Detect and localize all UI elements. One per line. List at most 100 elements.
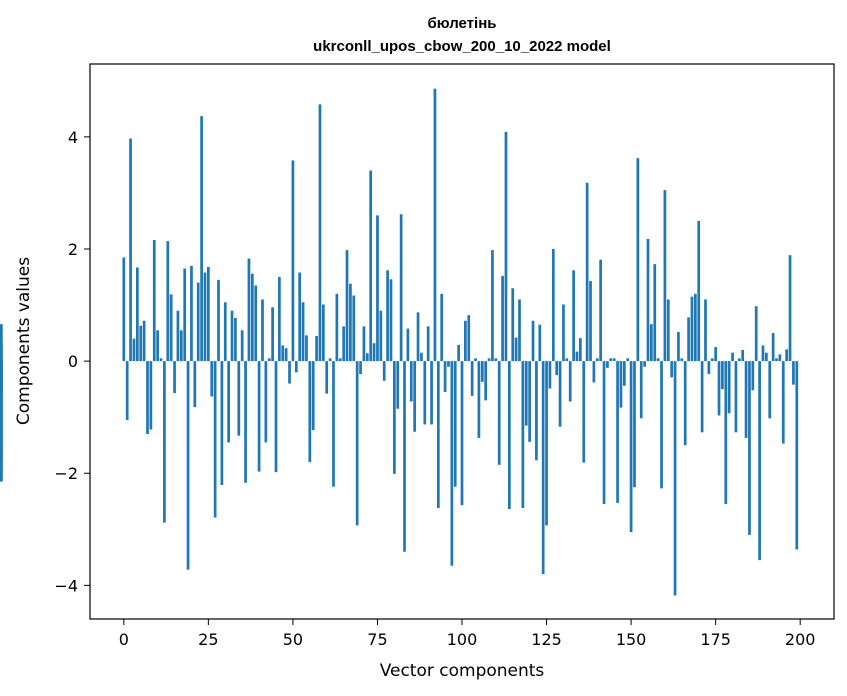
bar-99 xyxy=(457,344,460,362)
x-tick-label: 200 xyxy=(785,630,816,649)
bar-134 xyxy=(575,351,579,362)
bar-7 xyxy=(146,361,149,434)
x-tick-label: 0 xyxy=(119,630,129,649)
bar-1 xyxy=(125,361,129,420)
bar-26 xyxy=(210,361,214,397)
bar-116 xyxy=(514,337,518,362)
bar-145 xyxy=(612,358,616,362)
bar-103 xyxy=(470,361,474,396)
bar-53 xyxy=(301,302,305,362)
bar-29 xyxy=(220,361,224,486)
bar-43 xyxy=(267,358,271,362)
bar-120 xyxy=(528,361,531,442)
bar-92 xyxy=(433,88,437,362)
bar-73 xyxy=(369,170,373,362)
bar-121 xyxy=(531,320,535,362)
bar-19 xyxy=(186,361,190,570)
bar-138 xyxy=(589,280,592,362)
bar-110 xyxy=(494,358,498,362)
bar-130 xyxy=(562,304,565,362)
bar-152 xyxy=(636,158,640,362)
bar-16 xyxy=(176,310,180,362)
bar-88 xyxy=(420,352,423,362)
bar-173 xyxy=(707,361,711,375)
bar-93 xyxy=(436,361,440,508)
bar-89 xyxy=(423,361,427,425)
bar-41 xyxy=(261,299,264,362)
bar-167 xyxy=(687,317,690,362)
bar-122 xyxy=(535,361,538,461)
bar-61 xyxy=(328,358,332,362)
bar-15 xyxy=(173,361,176,394)
bar-158 xyxy=(656,358,660,362)
bar-197 xyxy=(788,255,792,362)
y-tick-label: 4 xyxy=(68,128,78,147)
bar-162 xyxy=(670,361,674,378)
bar-126 xyxy=(548,361,552,389)
plot-frame xyxy=(89,63,835,620)
bar-198 xyxy=(792,361,795,385)
bar-37 xyxy=(247,258,251,362)
x-axis-ticks: 0 25 50 75 100 125 150 175 200 xyxy=(119,619,816,649)
y-axis-label: Components values xyxy=(14,257,34,425)
bar-10 xyxy=(156,330,159,362)
bar-199 xyxy=(795,361,799,550)
bar-194 xyxy=(778,354,782,362)
bar-176 xyxy=(717,361,721,416)
bar-33 xyxy=(234,317,237,362)
bar-52 xyxy=(298,272,302,362)
bar-102 xyxy=(467,315,471,362)
bar-190 xyxy=(765,352,768,362)
bar-28 xyxy=(217,279,220,362)
bar-187 xyxy=(754,306,758,362)
bar-124 xyxy=(541,361,545,575)
bar-90 xyxy=(426,326,430,362)
y-tick-label: 2 xyxy=(68,240,78,259)
bar-98 xyxy=(453,361,457,487)
x-tick-label: 150 xyxy=(616,630,647,649)
bar-135 xyxy=(579,338,582,362)
bar-44 xyxy=(271,307,274,362)
y-tick-label: 0 xyxy=(68,352,78,371)
bar-144 xyxy=(609,358,613,362)
bar-68 xyxy=(352,295,356,362)
bar-179 xyxy=(727,361,731,414)
bar-160 xyxy=(663,190,667,362)
bar-188 xyxy=(758,361,761,561)
bar-51 xyxy=(294,361,298,373)
bar-40 xyxy=(257,361,261,472)
bar-64 xyxy=(338,358,342,362)
bar-85 xyxy=(409,361,413,402)
bar-47 xyxy=(281,345,285,362)
bar-123 xyxy=(538,324,542,362)
bar-25 xyxy=(207,266,210,362)
bar-20 xyxy=(190,265,193,362)
bar-148 xyxy=(622,361,626,386)
bar-13 xyxy=(166,241,170,362)
bar-156 xyxy=(650,324,653,362)
bar-151 xyxy=(633,361,636,488)
bar-80 xyxy=(393,361,396,474)
bar-112 xyxy=(501,275,504,362)
bar-35 xyxy=(240,330,244,362)
bar-55 xyxy=(308,361,312,463)
bar-142 xyxy=(602,361,606,505)
bars-group xyxy=(0,88,799,596)
bar-78 xyxy=(386,270,389,362)
bar-105 xyxy=(477,361,481,438)
bar-60 xyxy=(325,361,329,394)
bar-72 xyxy=(365,353,369,362)
bar-137 xyxy=(585,182,589,362)
bar-180 xyxy=(731,352,734,362)
bar-125 xyxy=(545,361,548,526)
bar-113 xyxy=(504,131,508,362)
bar-2 xyxy=(129,138,132,362)
bar-3 xyxy=(132,338,136,362)
bar-111 xyxy=(497,361,501,465)
bar-84 xyxy=(406,328,410,362)
bar-174 xyxy=(710,358,714,362)
bar-5 xyxy=(139,325,143,362)
bar-11 xyxy=(159,358,163,362)
bar-69 xyxy=(355,361,359,526)
bar-36 xyxy=(244,361,247,483)
